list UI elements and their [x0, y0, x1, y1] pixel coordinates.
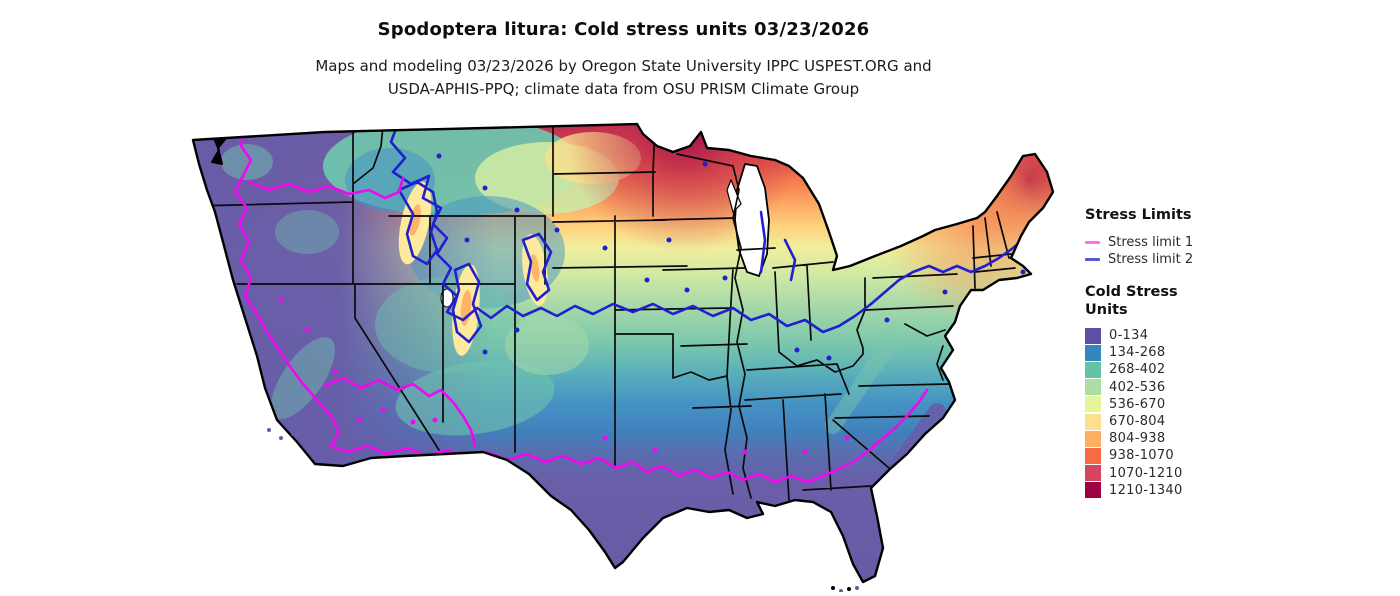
cold-stress-title-line-1: Cold Stress	[1085, 284, 1178, 300]
stress-limit-2-line	[389, 124, 1051, 344]
class-range-label: 0-134	[1109, 328, 1149, 344]
class-swatch	[1085, 413, 1101, 430]
class-swatch	[1085, 396, 1101, 413]
class-swatch	[1085, 344, 1101, 361]
legend-class-row: 938-1070	[1085, 447, 1385, 464]
stress-limit-1-label: Stress limit 1	[1108, 235, 1194, 250]
class-range-label: 536-670	[1109, 396, 1166, 412]
legend-class-row: 804-938	[1085, 430, 1385, 447]
subtitle-line-2: USDA-APHIS-PPQ; climate data from OSU PR…	[387, 79, 860, 98]
class-range-label: 938-1070	[1109, 448, 1174, 464]
legend-class-row: 402-536	[1085, 379, 1385, 396]
class-swatch	[1085, 379, 1101, 396]
map-legend: Stress Limits Stress limit 1 Stress limi…	[1085, 206, 1385, 499]
class-range-label: 1070-1210	[1109, 465, 1183, 481]
class-range-label: 670-804	[1109, 414, 1166, 430]
stress-limit-1-dots	[278, 297, 850, 455]
class-swatch	[1085, 430, 1101, 447]
class-range-label: 268-402	[1109, 362, 1166, 378]
class-range-label: 402-536	[1109, 379, 1166, 395]
us-map	[185, 120, 1062, 593]
cold-stress-title-line-2: Units	[1085, 302, 1128, 318]
stress-limit-2-label: Stress limit 2	[1108, 252, 1194, 267]
page-subtitle: Maps and modeling 03/23/2026 by Oregon S…	[185, 55, 1062, 100]
legend-class-row: 134-268	[1085, 344, 1385, 361]
legend-class-row: 670-804	[1085, 413, 1385, 430]
stress-limit-1-swatch	[1085, 241, 1100, 244]
stress-limits-legend-title: Stress Limits	[1085, 207, 1192, 223]
state-borders	[194, 125, 1016, 501]
stress-limit-2-dots	[436, 153, 1026, 361]
class-swatch	[1085, 482, 1101, 499]
legend-class-row: 536-670	[1085, 396, 1385, 413]
legend-item-stress-limit-2: Stress limit 2	[1085, 251, 1385, 268]
class-range-label: 134-268	[1109, 345, 1166, 361]
class-swatch	[1085, 327, 1101, 344]
class-swatch	[1085, 447, 1101, 464]
stress-limit-2-swatch	[1085, 258, 1100, 261]
class-swatch	[1085, 465, 1101, 482]
us-map-svg	[191, 122, 1055, 593]
legend-item-stress-limit-1: Stress limit 1	[1085, 234, 1385, 251]
subtitle-line-1: Maps and modeling 03/23/2026 by Oregon S…	[315, 57, 932, 75]
legend-class-row: 268-402	[1085, 361, 1385, 378]
class-range-label: 1210-1340	[1109, 482, 1183, 498]
cold-stress-legend-title: Cold Stress Units	[1085, 283, 1385, 319]
appalachian-cool-streak	[825, 334, 899, 434]
legend-class-row: 1070-1210	[1085, 465, 1385, 482]
raster-layer	[193, 124, 1053, 582]
page-title: Spodoptera litura: Cold stress units 03/…	[377, 19, 870, 40]
legend-class-row: 0-134	[1085, 327, 1385, 344]
class-range-label: 804-938	[1109, 431, 1166, 447]
class-swatch	[1085, 361, 1101, 378]
legend-class-row: 1210-1340	[1085, 482, 1385, 499]
